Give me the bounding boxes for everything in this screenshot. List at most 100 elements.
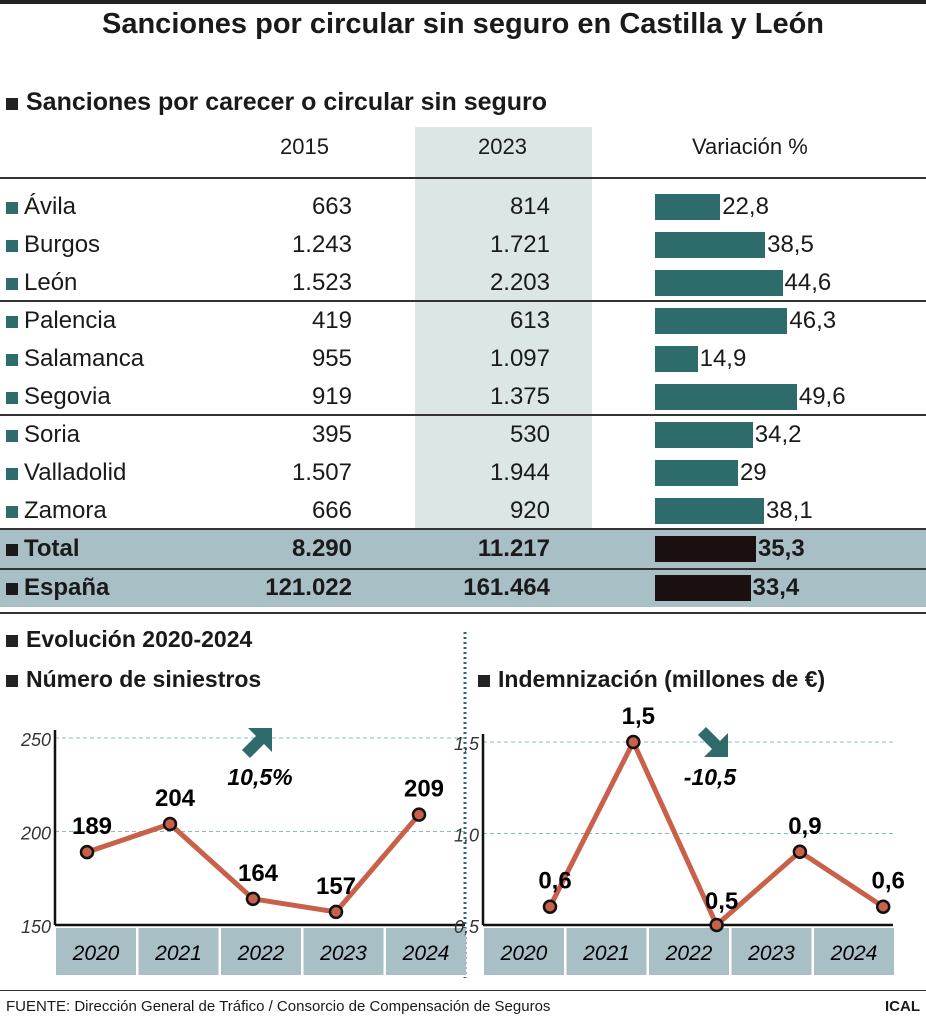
bullet-icon (6, 202, 18, 214)
bullet-icon (6, 354, 18, 366)
divider (0, 612, 926, 614)
source-note: FUENTE: Dirección General de Tráfico / C… (6, 998, 551, 1015)
highlight-2023-column (415, 127, 592, 530)
value-2015: 395 (311, 421, 352, 448)
bullet-icon (6, 506, 18, 518)
x-category-box (566, 928, 647, 975)
value-2015: 919 (311, 383, 352, 410)
row-name: Palencia (6, 307, 116, 335)
value-2023: 1.721 (489, 231, 550, 258)
evolution-heading: Evolución 2020-2024 (6, 626, 252, 653)
value-2015: 666 (311, 497, 352, 524)
table-row: Valladolid 1.507 1.944 29 (0, 454, 926, 492)
row-name: Salamanca (6, 345, 144, 373)
x-tick-label: 2023 (319, 942, 367, 965)
bullet-icon (6, 98, 18, 110)
variation-bar (655, 270, 783, 296)
brand-logo: ICAL (885, 998, 920, 1015)
x-category-box (386, 928, 466, 975)
table-row: León 1.523 2.203 44,6 (0, 264, 926, 302)
table-row: Total 8.290 11.217 35,3 (0, 530, 926, 568)
value-2023: 11.217 (477, 535, 550, 562)
variation-bar (655, 422, 753, 448)
row-name-text: Burgos (24, 231, 101, 258)
data-point (626, 734, 641, 750)
row-name: Valladolid (6, 459, 126, 487)
row-name: Segovia (6, 383, 111, 411)
data-label: 0,5 (705, 888, 738, 915)
bullet-icon (6, 392, 18, 404)
data-point (542, 899, 558, 914)
variation-bar (655, 194, 721, 220)
table-row: Burgos 1.243 1.721 38,5 (0, 226, 926, 264)
variation-label: 38,1 (765, 497, 813, 524)
row-name: León (6, 269, 77, 297)
data-point (411, 807, 427, 822)
chart2-title: Indemnización (millones de €) (478, 666, 825, 693)
x-tick-label: 2022 (237, 942, 285, 965)
value-2015: 955 (311, 345, 352, 372)
value-2023: 1.944 (489, 459, 550, 486)
bullet-icon (6, 316, 18, 328)
variation-label: 34,2 (754, 421, 802, 448)
value-2015: 1.243 (291, 231, 352, 258)
variation-bar (655, 460, 738, 486)
x-category-box (731, 928, 812, 975)
y-tick-label: 1,5 (454, 734, 480, 754)
col-2023: 2023 (478, 134, 527, 159)
row-name-text: Total (24, 535, 80, 562)
row-name-text: Salamanca (24, 345, 145, 372)
divider (0, 568, 926, 570)
data-label: 204 (155, 785, 196, 812)
value-2015: 8.290 (291, 535, 352, 562)
x-tick-label: 2020 (500, 942, 548, 965)
row-name: Burgos (6, 231, 100, 259)
value-2023: 1.097 (489, 345, 550, 372)
trend-annotation: 10,5% (227, 764, 292, 790)
bullet-icon (6, 635, 18, 647)
data-point (328, 904, 344, 920)
x-tick-label: 2020 (72, 942, 120, 965)
y-tick-label: 150 (21, 917, 51, 937)
variation-bar (655, 308, 788, 334)
chart1-title-text: Número de siniestros (26, 666, 262, 692)
data-point (709, 917, 724, 933)
row-name-text: Soria (24, 421, 81, 448)
x-tick-label: 2024 (830, 942, 878, 965)
value-2015: 419 (311, 307, 352, 334)
table-row: España 121.022 161.464 33,4 (0, 569, 926, 607)
value-2023: 814 (509, 193, 550, 220)
data-label: 209 (404, 776, 444, 803)
data-point (792, 844, 808, 860)
value-2023: 530 (509, 421, 550, 448)
footer-rule (0, 990, 926, 991)
data-label: 0,6 (872, 868, 905, 895)
col-variacion: Variación % (692, 134, 808, 159)
divider (0, 528, 926, 530)
data-point (162, 816, 178, 832)
value-2015: 1.507 (291, 459, 352, 486)
evolution-heading-text: Evolución 2020-2024 (26, 626, 253, 652)
x-category-box (484, 928, 564, 975)
x-category-box (221, 928, 301, 975)
row-name-text: Zamora (24, 497, 107, 524)
trend-annotation: -10,5 (684, 764, 738, 790)
value-2015: 121.022 (265, 574, 352, 601)
data-point (875, 899, 891, 914)
bullet-icon (6, 240, 18, 252)
table-row: Zamora 666 920 38,1 (0, 492, 926, 530)
table-row: Salamanca 955 1.097 14,9 (0, 340, 926, 378)
x-tick-label: 2021 (154, 942, 202, 965)
bullet-icon (6, 430, 18, 442)
variation-bar (655, 536, 756, 562)
data-label: 164 (238, 860, 279, 887)
variation-label: 38,5 (767, 231, 814, 258)
variation-label: 44,6 (784, 269, 832, 296)
data-label: 189 (72, 813, 112, 840)
y-tick-label: 200 (20, 824, 51, 844)
row-name: Ávila (6, 193, 76, 221)
table-row: Segovia 919 1.375 49,6 (0, 378, 926, 416)
x-tick-label: 2021 (582, 942, 630, 965)
table-row: Ávila 663 814 22,8 (0, 188, 926, 226)
